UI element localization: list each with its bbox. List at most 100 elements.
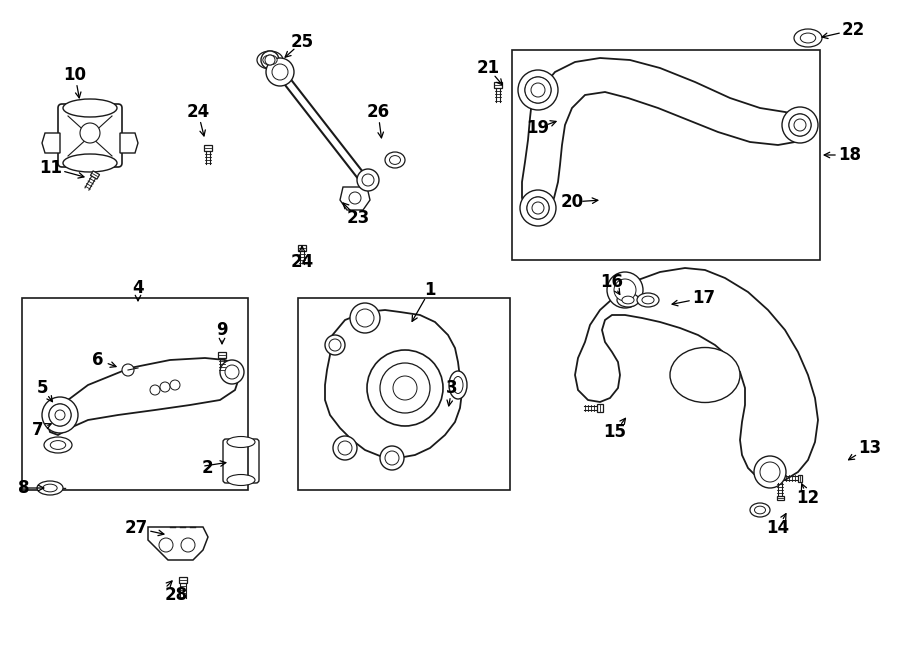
- Circle shape: [325, 335, 345, 355]
- Circle shape: [520, 190, 556, 226]
- Circle shape: [789, 114, 811, 136]
- Text: 11: 11: [39, 159, 62, 177]
- Circle shape: [393, 376, 417, 400]
- Polygon shape: [48, 358, 240, 435]
- Text: 13: 13: [858, 439, 881, 457]
- Circle shape: [261, 51, 279, 69]
- Polygon shape: [575, 268, 818, 482]
- Polygon shape: [42, 133, 60, 153]
- Bar: [22, 298, 248, 490]
- Ellipse shape: [453, 377, 463, 393]
- Text: 4: 4: [132, 279, 144, 297]
- Circle shape: [160, 382, 170, 392]
- Circle shape: [350, 303, 380, 333]
- Circle shape: [760, 462, 780, 482]
- Circle shape: [333, 436, 357, 460]
- Circle shape: [614, 279, 636, 301]
- Circle shape: [525, 77, 551, 103]
- Text: 20: 20: [561, 193, 583, 211]
- Circle shape: [794, 119, 806, 131]
- Text: 25: 25: [291, 33, 313, 51]
- Text: 28: 28: [165, 586, 188, 604]
- Polygon shape: [797, 475, 803, 481]
- Circle shape: [362, 174, 374, 186]
- Circle shape: [49, 404, 71, 426]
- Circle shape: [782, 107, 818, 143]
- Text: 12: 12: [796, 489, 820, 507]
- Ellipse shape: [50, 441, 66, 449]
- Ellipse shape: [227, 475, 255, 485]
- Text: 17: 17: [692, 289, 716, 307]
- Text: 24: 24: [186, 103, 210, 121]
- Ellipse shape: [44, 437, 72, 453]
- Text: 1: 1: [424, 281, 436, 299]
- Circle shape: [754, 456, 786, 488]
- Text: 6: 6: [92, 351, 104, 369]
- Ellipse shape: [670, 348, 740, 402]
- Ellipse shape: [227, 436, 255, 448]
- Circle shape: [42, 397, 78, 433]
- Ellipse shape: [63, 99, 117, 117]
- Ellipse shape: [385, 152, 405, 168]
- Ellipse shape: [754, 506, 766, 514]
- Text: 7: 7: [32, 421, 44, 439]
- Ellipse shape: [390, 156, 400, 164]
- Ellipse shape: [257, 51, 283, 69]
- Text: 3: 3: [446, 379, 458, 397]
- Circle shape: [220, 360, 244, 384]
- Polygon shape: [598, 404, 603, 412]
- Circle shape: [55, 410, 65, 420]
- Text: 2: 2: [202, 459, 213, 477]
- Text: 10: 10: [64, 66, 86, 84]
- FancyBboxPatch shape: [58, 104, 122, 167]
- Ellipse shape: [37, 481, 63, 495]
- Polygon shape: [494, 82, 502, 88]
- Ellipse shape: [637, 293, 659, 307]
- Text: 8: 8: [18, 479, 30, 497]
- Circle shape: [356, 309, 374, 327]
- Text: 26: 26: [366, 103, 390, 121]
- Ellipse shape: [617, 293, 639, 307]
- Text: 18: 18: [838, 146, 861, 164]
- Ellipse shape: [800, 33, 815, 43]
- Circle shape: [385, 451, 399, 465]
- Circle shape: [80, 123, 100, 143]
- Circle shape: [338, 441, 352, 455]
- FancyBboxPatch shape: [223, 439, 259, 483]
- Text: 15: 15: [604, 423, 626, 441]
- Ellipse shape: [263, 55, 277, 65]
- Circle shape: [170, 380, 180, 390]
- Circle shape: [357, 169, 379, 191]
- Circle shape: [265, 55, 275, 65]
- Circle shape: [789, 114, 811, 136]
- Polygon shape: [204, 146, 212, 151]
- Circle shape: [527, 197, 549, 219]
- Ellipse shape: [449, 371, 467, 399]
- Circle shape: [607, 272, 643, 308]
- Ellipse shape: [622, 296, 634, 304]
- Circle shape: [159, 538, 173, 552]
- Circle shape: [531, 83, 545, 97]
- Circle shape: [181, 538, 195, 552]
- Text: 21: 21: [476, 59, 500, 77]
- Text: 16: 16: [600, 273, 624, 291]
- Circle shape: [122, 364, 134, 376]
- Circle shape: [532, 202, 544, 214]
- Polygon shape: [120, 133, 138, 153]
- Circle shape: [266, 58, 294, 86]
- Circle shape: [272, 64, 288, 80]
- Circle shape: [518, 70, 558, 110]
- Ellipse shape: [63, 154, 117, 172]
- Polygon shape: [90, 171, 100, 179]
- Circle shape: [380, 446, 404, 470]
- Polygon shape: [218, 352, 226, 357]
- Polygon shape: [340, 187, 370, 210]
- Polygon shape: [179, 577, 187, 583]
- Text: 24: 24: [291, 253, 313, 271]
- Polygon shape: [298, 246, 306, 251]
- Polygon shape: [325, 310, 462, 458]
- Bar: [512, 50, 820, 260]
- Text: 19: 19: [526, 119, 550, 137]
- Text: 27: 27: [125, 519, 148, 537]
- Ellipse shape: [642, 296, 654, 304]
